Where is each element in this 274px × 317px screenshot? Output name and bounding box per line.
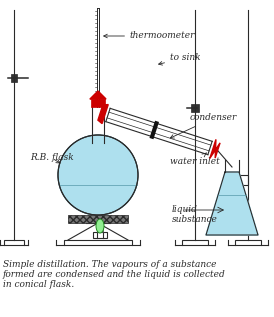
Polygon shape (98, 105, 108, 124)
Polygon shape (90, 91, 106, 99)
Polygon shape (210, 139, 220, 158)
Bar (235, 240, 261, 245)
Bar (4, 240, 24, 245)
Text: water inlet: water inlet (170, 153, 220, 166)
FancyBboxPatch shape (91, 99, 105, 107)
Bar (97, 228, 103, 232)
Bar (182, 240, 208, 245)
Polygon shape (206, 172, 258, 235)
Bar (11, 74, 17, 82)
Bar (191, 104, 199, 112)
Bar (93, 232, 107, 238)
Text: R.B. flask: R.B. flask (30, 153, 74, 163)
Text: Simple distillation. The vapours of a substance: Simple distillation. The vapours of a su… (3, 260, 216, 269)
Ellipse shape (96, 219, 104, 233)
Bar (64, 240, 132, 245)
Bar (240, 175, 248, 185)
Text: formed are condensed and the liquid is collected: formed are condensed and the liquid is c… (3, 270, 226, 279)
Text: thermoometer: thermoometer (104, 31, 195, 41)
Text: in conical flask.: in conical flask. (3, 280, 74, 289)
Polygon shape (206, 195, 258, 235)
Text: condenser: condenser (170, 113, 237, 138)
Polygon shape (59, 185, 137, 215)
Text: liquid
substance: liquid substance (172, 205, 218, 224)
Text: to sink: to sink (159, 54, 201, 65)
Circle shape (58, 135, 138, 215)
Bar (68, 215, 128, 223)
